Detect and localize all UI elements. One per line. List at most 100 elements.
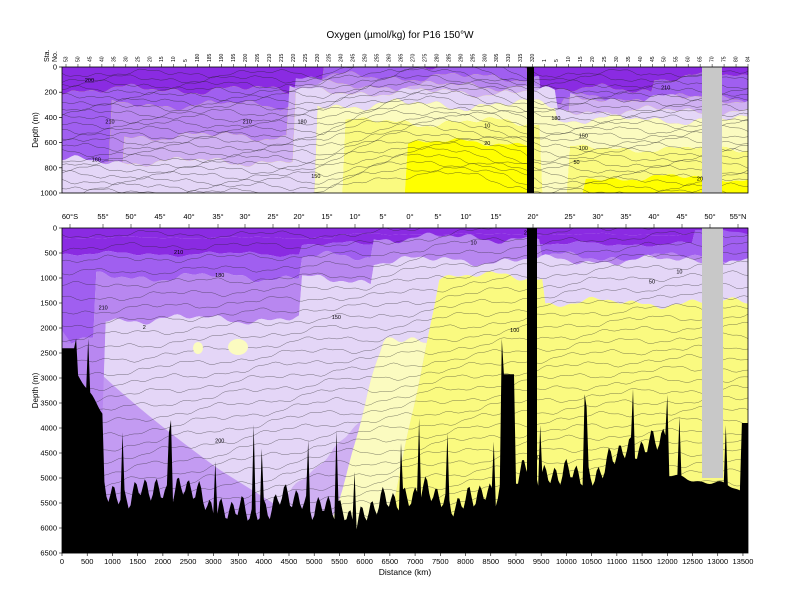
latitude-tick-label: 50° bbox=[125, 212, 136, 221]
y-tick-label: 2500 bbox=[40, 349, 57, 358]
station-number-label: 305 bbox=[494, 53, 500, 62]
upper-contour-line bbox=[61, 90, 749, 118]
station-number-label: 205 bbox=[255, 53, 261, 62]
x-tick-label: 8500 bbox=[482, 557, 499, 566]
upper-contour-line bbox=[61, 141, 749, 169]
upper-band-5 bbox=[62, 98, 748, 193]
station-number-label: 20 bbox=[590, 56, 596, 62]
upper-y-tick-label: 200 bbox=[44, 88, 57, 97]
x-tick-label: 5000 bbox=[306, 557, 323, 566]
lower-contour-label: 210 bbox=[174, 250, 183, 256]
lower-blob bbox=[193, 342, 203, 354]
lower-contour-label: 180 bbox=[215, 273, 224, 279]
upper-contour-label: 100 bbox=[579, 146, 588, 152]
figure-title: Oxygen (µmol/kg) for P16 150°W bbox=[326, 30, 474, 41]
upper-contour-line bbox=[61, 117, 749, 147]
lower-contour-label: 2 bbox=[143, 325, 146, 331]
seafloor-bathymetry bbox=[62, 338, 748, 553]
station-number-label: 285 bbox=[446, 53, 452, 62]
x-tick-label: 3500 bbox=[230, 557, 247, 566]
upper-y-tick-label: 400 bbox=[44, 113, 57, 122]
lower-contour-label: 210 bbox=[524, 231, 533, 237]
x-tick-label: 1500 bbox=[129, 557, 146, 566]
station-number-label: 40 bbox=[99, 56, 105, 62]
x-axis-label: Distance (km) bbox=[379, 567, 432, 577]
lower-contour-line bbox=[61, 241, 749, 288]
station-number-label: 280 bbox=[434, 53, 440, 62]
x-tick-label: 10500 bbox=[581, 557, 602, 566]
latitude-tick-label: 30° bbox=[239, 212, 250, 221]
station-number-label: 235 bbox=[327, 53, 333, 62]
latitude-tick-label: 25° bbox=[267, 212, 278, 221]
upper-contour-line bbox=[61, 102, 749, 130]
upper-contour-line bbox=[61, 95, 749, 124]
latitude-tick-label: 60°S bbox=[62, 212, 78, 221]
upper-contour-label: 10 bbox=[484, 123, 490, 129]
station-number-label: 270 bbox=[410, 53, 416, 62]
y-tick-label: 5000 bbox=[40, 474, 57, 483]
x-tick-label: 2000 bbox=[155, 557, 172, 566]
lower-contour-line bbox=[61, 396, 749, 484]
x-tick-label: 13000 bbox=[707, 557, 728, 566]
y-tick-label: 6000 bbox=[40, 524, 57, 533]
station-number-label: 315 bbox=[518, 53, 524, 62]
x-tick-label: 4000 bbox=[255, 557, 272, 566]
upper-contour-label: 150 bbox=[311, 174, 320, 180]
latitude-tick-label: 0° bbox=[406, 212, 413, 221]
lower-blob bbox=[228, 339, 248, 355]
station-number-label: 75 bbox=[722, 56, 728, 62]
station-number-label: 50 bbox=[662, 56, 668, 62]
latitude-tick-label: 5° bbox=[434, 212, 441, 221]
upper-contour-label: 180 bbox=[551, 116, 560, 122]
x-tick-label: 9500 bbox=[533, 557, 550, 566]
x-tick-label: 12000 bbox=[657, 557, 678, 566]
latitude-tick-label: 10° bbox=[349, 212, 360, 221]
station-number-label: 10 bbox=[171, 56, 177, 62]
y-tick-label: 2000 bbox=[40, 324, 57, 333]
station-number-label: 70 bbox=[710, 56, 716, 62]
upper-y-tick-label: 1000 bbox=[40, 189, 57, 198]
latitude-tick-label: 5° bbox=[379, 212, 386, 221]
upper-contour-line bbox=[61, 160, 748, 187]
latitude-tick-label: 35° bbox=[212, 212, 223, 221]
upper-band-1 bbox=[62, 67, 748, 171]
x-tick-label: 4500 bbox=[281, 557, 298, 566]
x-tick-label: 13500 bbox=[733, 557, 754, 566]
upper-contour-label: 20 bbox=[484, 141, 490, 147]
upper-y-axis-label: Depth (m) bbox=[31, 112, 40, 148]
lower-contour-label: 10 bbox=[471, 240, 477, 246]
lower-contour-line bbox=[61, 303, 749, 363]
x-tick-label: 5500 bbox=[331, 557, 348, 566]
latitude-tick-label: 50° bbox=[704, 212, 715, 221]
lower-contour-label: 210 bbox=[99, 305, 108, 311]
station-number-label: 35 bbox=[626, 56, 632, 62]
latitude-tick-label: 55°N bbox=[730, 212, 747, 221]
upper-contour-line bbox=[61, 86, 749, 112]
y-tick-label: 4000 bbox=[40, 424, 57, 433]
station-number-label: 225 bbox=[303, 53, 309, 62]
x-tick-label: 500 bbox=[81, 557, 94, 566]
x-tick-label: 6000 bbox=[356, 557, 373, 566]
y-tick-label: 5500 bbox=[40, 499, 57, 508]
station-number-label: 20 bbox=[147, 56, 153, 62]
station-number-label: 30 bbox=[614, 56, 620, 62]
upper-contour-line bbox=[61, 113, 749, 141]
lower-contour-line bbox=[61, 384, 748, 468]
upper-contour-label: 160 bbox=[92, 158, 101, 164]
station-label-sta: Sta. bbox=[44, 49, 51, 62]
x-tick-label: 1000 bbox=[104, 557, 121, 566]
station-number-label: 230 bbox=[315, 53, 321, 62]
station-number-label: 275 bbox=[422, 53, 428, 62]
station-number-label: 10 bbox=[566, 56, 572, 62]
y-tick-label: 3000 bbox=[40, 374, 57, 383]
x-tick-label: 10000 bbox=[556, 557, 577, 566]
lower-contour-line bbox=[61, 292, 749, 355]
station-number-label: 195 bbox=[231, 53, 237, 62]
x-tick-label: 2500 bbox=[180, 557, 197, 566]
station-number-label: 25 bbox=[602, 56, 608, 62]
upper-band-4 bbox=[62, 86, 748, 193]
lower-contour-label: 200 bbox=[215, 439, 224, 445]
x-tick-label: 0 bbox=[60, 557, 64, 566]
lower-contour-line bbox=[61, 321, 749, 392]
